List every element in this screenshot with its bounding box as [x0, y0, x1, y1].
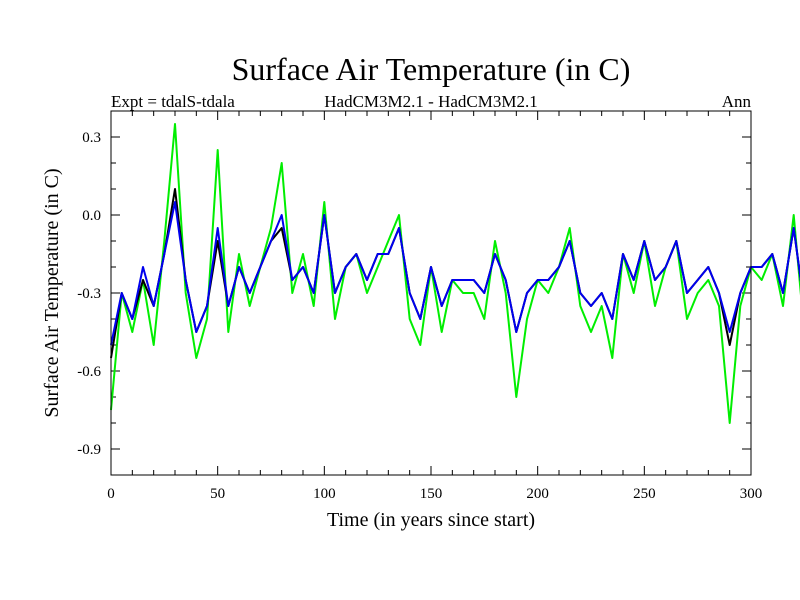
y-tick-label: -0.3	[77, 286, 101, 302]
x-tick-label: 150	[420, 486, 443, 502]
x-tick-label: 50	[210, 486, 225, 502]
series-line-green	[110, 123, 800, 424]
x-tick-label: 200	[526, 486, 549, 502]
chart-subtitle-right: Ann	[722, 92, 752, 111]
y-tick-label: 0.3	[82, 130, 101, 146]
chart-subtitle-left: Expt = tdalS-tdala	[111, 92, 235, 111]
series-lines	[110, 123, 800, 424]
y-tick-label: -0.9	[77, 442, 101, 458]
x-tick-label: 0	[107, 486, 115, 502]
axis-ticks: 0 50 100 150 200 250 300 0.3 0.0 -0.3 -0.6 -0.9	[77, 110, 763, 502]
plot-frame	[110, 110, 752, 476]
series-line-blue	[110, 201, 800, 346]
y-tick-label: 0.0	[82, 208, 101, 224]
x-axis-label: Time (in years since start)	[327, 509, 535, 531]
x-tick-label: 300	[740, 486, 763, 502]
y-tick-label: -0.6	[77, 364, 101, 380]
chart-subtitle-center: HadCM3M2.1 - HadCM3M2.1	[324, 92, 537, 111]
x-tick-label: 100	[313, 486, 336, 502]
chart-title: Surface Air Temperature (in C)	[232, 51, 631, 87]
y-axis-label: Surface Air Temperature (in C)	[41, 168, 63, 417]
x-tick-label: 250	[633, 486, 656, 502]
